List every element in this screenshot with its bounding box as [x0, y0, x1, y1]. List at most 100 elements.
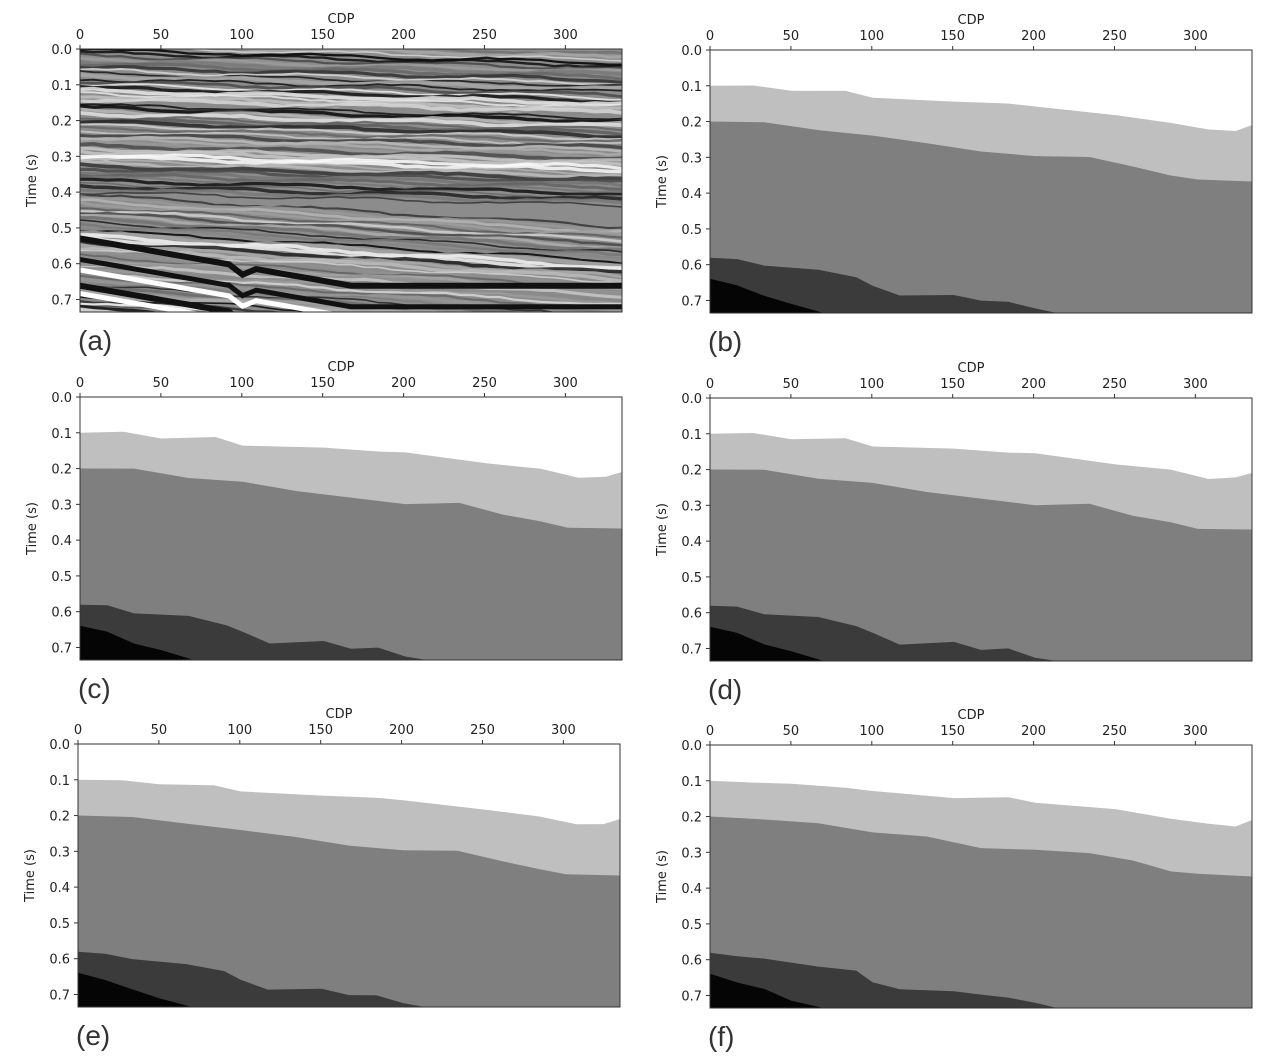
x-tick-label: 200	[1021, 377, 1046, 392]
x-tick-label: 0	[706, 724, 714, 739]
layer-4	[710, 605, 1057, 661]
y-tick-label: 0.1	[681, 80, 702, 95]
layer-5	[80, 625, 194, 660]
layer-1	[710, 50, 1252, 131]
y-tick-label: 0.7	[681, 989, 702, 1004]
x-tick-label: 200	[1021, 724, 1046, 739]
reflector	[80, 137, 622, 157]
reflector	[80, 52, 622, 70]
x-tick-label: 50	[783, 29, 800, 44]
plot-area	[80, 49, 622, 345]
strong-reflector	[80, 291, 200, 312]
y-tick-label: 0.0	[51, 43, 72, 58]
plot-frame	[709, 397, 1253, 662]
reflector	[80, 230, 622, 268]
plot-area	[710, 50, 1252, 313]
reflector	[80, 49, 622, 62]
reflector	[80, 210, 622, 243]
reflector	[80, 125, 622, 144]
x-tick-label: 200	[389, 723, 414, 738]
x-tick-label: 300	[1183, 29, 1208, 44]
reflector	[80, 307, 121, 312]
layer-5	[710, 973, 824, 1008]
y-tick-label: 0.6	[49, 953, 70, 968]
reflector	[80, 67, 622, 86]
reflector	[80, 191, 622, 208]
layer-1	[710, 398, 1252, 479]
plot-frame	[709, 49, 1253, 314]
layer-5	[710, 278, 824, 313]
panel: 0 50 100 150 200 250 300 0.0 0.1 0.2 0.3 0.4 0.5 0.6 0…	[25, 12, 623, 356]
plot-area	[710, 745, 1252, 1008]
y-tick-label: 0.7	[51, 293, 72, 308]
x-tick-label: 200	[1021, 29, 1046, 44]
reflector	[80, 78, 622, 92]
y-tick-label: 0.5	[681, 223, 702, 238]
reflector	[80, 133, 622, 150]
x-tick-label: 150	[940, 724, 965, 739]
y-tick-label: 0.1	[49, 774, 70, 789]
reflector	[80, 84, 622, 105]
y-tick-label: 0.5	[51, 222, 72, 237]
x-tick-label: 100	[859, 724, 884, 739]
reflector	[80, 211, 622, 247]
layer-4	[80, 604, 427, 660]
panel-label: (f)	[708, 1021, 734, 1052]
reflector	[80, 201, 622, 237]
reflector	[80, 216, 622, 252]
y-tick-label: 0.4	[49, 881, 70, 896]
reflector	[80, 103, 622, 121]
x-tick-label: 100	[227, 723, 252, 738]
reflector	[80, 314, 622, 345]
x-tick-label: 150	[940, 377, 965, 392]
x-tick-label: 50	[153, 376, 170, 391]
y-tick-label: 0.2	[681, 811, 702, 826]
x-tick-label: 150	[310, 376, 335, 391]
x-axis-label: CDP	[958, 361, 985, 376]
x-axis-label: CDP	[326, 707, 353, 722]
y-tick-label: 0.7	[681, 294, 702, 309]
reflector	[303, 49, 622, 55]
reflector	[80, 181, 622, 198]
x-tick-label: 50	[153, 28, 170, 43]
reflector	[80, 97, 622, 115]
y-tick-label: 0.5	[51, 570, 72, 585]
reflector	[80, 155, 622, 174]
reflector	[80, 153, 622, 170]
reflector	[80, 80, 622, 98]
reflector	[80, 270, 622, 306]
reflector	[80, 265, 622, 299]
x-tick-label: 300	[1183, 377, 1208, 392]
reflector	[80, 243, 622, 279]
x-axis-label: CDP	[958, 13, 985, 28]
reflector	[80, 302, 239, 312]
y-tick-label: 0.6	[51, 606, 72, 621]
y-tick-label: 0.7	[51, 641, 72, 656]
panel-label: (a)	[78, 325, 112, 356]
reflector	[80, 123, 622, 141]
plot-frame	[79, 396, 623, 661]
y-tick-label: 0.5	[681, 571, 702, 586]
reflector	[80, 230, 622, 265]
x-tick-label: 200	[391, 376, 416, 391]
panel: 0 50 100 150 200 250 300 0.0 0.1 0.2 0.3 0.4 0.5 0.6 0…	[655, 13, 1253, 357]
plot-area	[80, 397, 622, 660]
y-tick-label: 0.1	[51, 79, 72, 94]
reflector	[80, 135, 622, 153]
reflector	[80, 141, 622, 161]
strong-reflector	[80, 267, 336, 312]
reflector	[80, 86, 622, 107]
reflector	[80, 175, 622, 194]
y-tick-label: 0.3	[681, 846, 702, 861]
reflector	[80, 173, 622, 191]
plot-area	[78, 744, 620, 1007]
y-tick-label: 0.4	[51, 186, 72, 201]
reflector	[80, 83, 622, 101]
y-tick-label: 0.1	[51, 427, 72, 442]
x-axis-label: CDP	[958, 708, 985, 723]
reflector	[80, 62, 622, 81]
reflector	[80, 286, 523, 312]
x-tick-label: 100	[859, 377, 884, 392]
y-tick-label: 0.0	[681, 44, 702, 59]
y-tick-label: 0.6	[681, 607, 702, 622]
